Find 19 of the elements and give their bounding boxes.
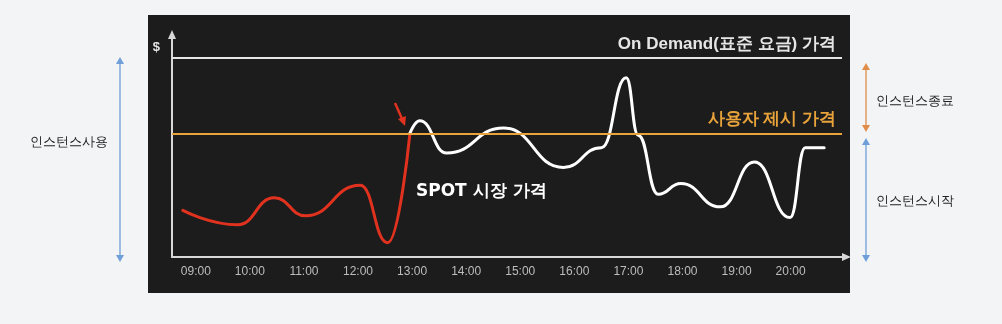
- x-tick-label: 09:00: [180, 264, 212, 278]
- series-label: SPOT 시장 가격: [415, 179, 547, 200]
- x-tick-label: 16:00: [559, 264, 590, 278]
- text: 인스턴스사용: [30, 133, 108, 151]
- x-tick-label: 18:00: [667, 264, 698, 278]
- text: 인스턴스종료: [876, 92, 954, 110]
- x-tick-label: 20:00: [775, 264, 806, 278]
- x-tick-label: 17:00: [613, 264, 644, 278]
- ref-line-label: 사용자 제시 가격: [707, 109, 836, 129]
- text: 인스턴스시작: [876, 192, 954, 210]
- x-tick-label: 10:00: [234, 264, 266, 278]
- x-tick-label: 15:00: [505, 264, 536, 278]
- ref-line-label: On Demand(표준 요금) 가격: [617, 34, 836, 54]
- y-axis-title: $: [152, 39, 161, 54]
- x-tick-label: 12:00: [343, 264, 374, 278]
- x-tick-label: 13:00: [397, 264, 428, 278]
- x-tick-label: 11:00: [289, 264, 319, 278]
- x-tick-label: 19:00: [721, 264, 752, 278]
- x-tick-label: 14:00: [451, 264, 482, 278]
